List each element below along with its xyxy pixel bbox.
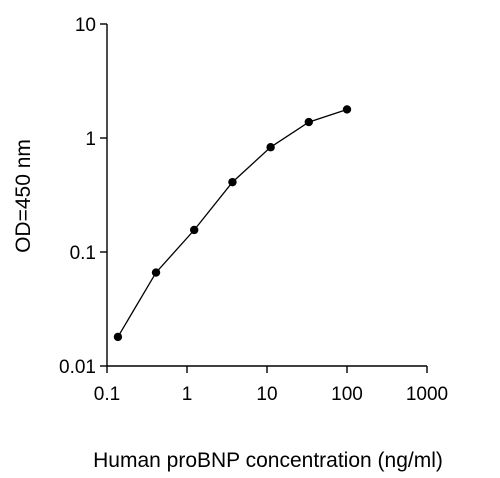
series-line <box>117 108 348 338</box>
x-tick-label: 10 <box>256 384 277 405</box>
series-layer <box>113 105 352 342</box>
x-axis-title: Human proBNP concentration (ng/ml) <box>93 449 443 472</box>
plot-area <box>106 24 427 367</box>
x-tick-label: 1000 <box>406 384 448 405</box>
y-tick-label: 10 <box>75 15 96 36</box>
data-point <box>113 332 123 342</box>
y-tick-label: 0.01 <box>59 357 96 378</box>
x-tick-label: 100 <box>331 384 363 405</box>
y-axis-ticks: 0.01 0.1 1 10 <box>59 15 107 378</box>
data-point <box>342 105 352 114</box>
x-tick-label: 1 <box>182 384 193 405</box>
y-axis-title: OD=450 nm <box>12 139 35 253</box>
data-point <box>304 117 313 127</box>
x-axis-ticks: 0.1 1 10 100 1000 <box>94 366 448 405</box>
data-point <box>266 143 275 152</box>
data-point <box>228 177 237 187</box>
data-point <box>189 225 199 235</box>
data-point <box>151 268 161 277</box>
y-tick-label: 1 <box>85 129 96 150</box>
y-tick-label: 0.1 <box>70 243 96 264</box>
x-tick-label: 0.1 <box>94 384 120 405</box>
